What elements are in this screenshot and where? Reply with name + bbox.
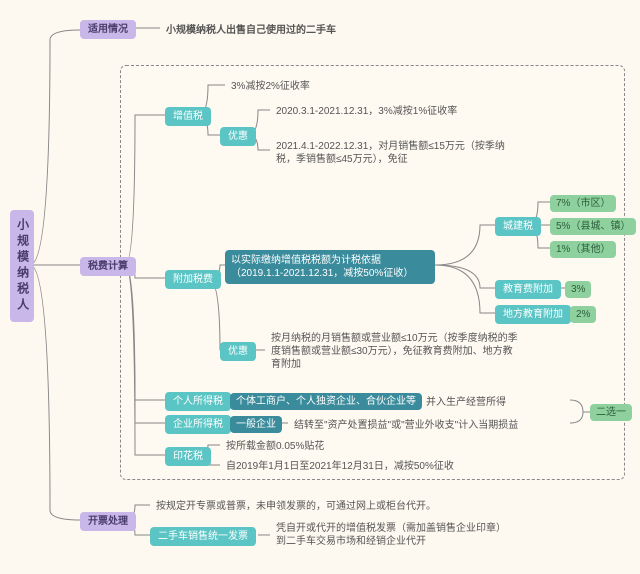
vat-rate: 3%减按2%征收率 [225,78,316,95]
pit-into: 并入生产经营所得 [420,394,512,411]
mindmap-canvas: 小规模纳税人 适用情况 小规模纳税人出售自己使用过的二手车 税费计算 增值税 3… [10,10,630,564]
choose-one: 二选一 [590,404,632,421]
cit-entity: 一般企业 [230,416,282,433]
root-node: 小规模纳税人 [10,210,34,322]
b3-line1: 按规定开专票或普票，未申领发票的，可通过网上或柜台代开。 [150,498,442,515]
vat-label: 增值税 [165,107,211,126]
b3-car-desc: 凭自开或代开的增值税发票（需加盖销售企业印章）到二手车交易市场和经销企业代开 [270,520,520,550]
vat-pref-label: 优惠 [220,127,256,146]
edu-rate: 3% [565,281,591,298]
b1-desc: 小规模纳税人出售自己使用过的二手车 [160,22,342,39]
surtax-basis: 以实际缴纳增值税税额为计税依据（2019.1.1-2021.12.31，减按50… [225,250,435,284]
cit-into: 结转至"资产处置损益"或"营业外收支"计入当期损益 [288,417,524,434]
stamp-label: 印花税 [165,447,211,466]
stamp-pref: 自2019年1月1日至2021年12月31日，减按50%征收 [220,458,460,475]
surtax-pref: 按月纳税的月销售额或营业额≤10万元（按季度纳税的季度销售额或营业额≤30万元）… [265,330,525,373]
vat-pref2: 2021.4.1-2022.12.31，对月销售额≤15万元（按季纳税，季销售额… [270,138,520,168]
b3-label: 开票处理 [80,512,136,531]
urban3: 1%（其他） [550,241,616,258]
b1-label: 适用情况 [80,20,136,39]
pit-label: 个人所得税 [165,392,231,411]
localedu-label: 地方教育附加 [495,305,571,324]
vat-pref1: 2020.3.1-2021.12.31，3%减按1%征收率 [270,103,463,120]
urban2: 5%（县城、镇） [550,218,636,235]
urban-label: 城建税 [495,217,541,236]
b3-car-label: 二手车销售统一发票 [150,527,256,546]
cit-label: 企业所得税 [165,415,231,434]
surtax-pref-label: 优惠 [220,342,256,361]
urban1: 7%（市区） [550,195,616,212]
stamp-rate: 按所载金额0.05%贴花 [220,438,330,455]
surtax-label: 附加税费 [165,270,221,289]
localedu-rate: 2% [570,306,596,323]
edu-label: 教育费附加 [495,280,561,299]
pit-entity: 个体工商户、个人独资企业、合伙企业等 [230,393,422,410]
b2-label: 税费计算 [80,257,136,276]
